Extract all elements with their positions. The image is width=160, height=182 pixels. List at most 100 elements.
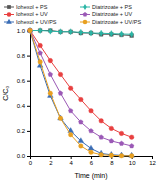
- point: [49, 28, 53, 34]
- point: [109, 139, 114, 143]
- legend-marker: [83, 4, 87, 10]
- tick-mark: [27, 56, 30, 57]
- point: [27, 28, 33, 33]
- point: [28, 28, 33, 33]
- legend-marker: [83, 20, 88, 25]
- series: [27, 28, 134, 158]
- axis-line: [27, 31, 31, 157]
- series-line: [30, 31, 132, 138]
- tick-mark: [27, 81, 30, 82]
- legend-marker: [83, 12, 88, 16]
- series: [28, 28, 134, 158]
- series-line: [30, 31, 132, 156]
- legend-label: Diatrizoate + UV/PS: [92, 19, 141, 25]
- point: [120, 31, 124, 37]
- tick-label: 6: [90, 160, 94, 166]
- legend-item: Diatrizoate + UV/PS: [80, 19, 141, 25]
- tick: 0: [29, 156, 33, 166]
- point: [59, 29, 63, 35]
- series: [28, 28, 134, 148]
- legend-label: Iohexol + PS: [16, 4, 48, 10]
- legend-label: Diatrizoate + PS: [92, 4, 132, 10]
- point: [28, 28, 33, 33]
- point: [79, 29, 83, 35]
- legend-label: Diatrizoate + UV: [92, 11, 133, 17]
- point: [99, 135, 104, 139]
- legend-marker: [6, 19, 12, 24]
- tick-mark: [91, 156, 92, 159]
- tick-label: 0.8: [17, 53, 26, 59]
- legend-marker: [7, 12, 12, 17]
- point: [28, 28, 32, 34]
- tick-label: 10: [129, 160, 136, 166]
- point: [58, 72, 63, 77]
- point: [109, 126, 114, 131]
- legend-item: Diatrizoate + UV: [80, 11, 133, 17]
- legend-marker: [7, 5, 11, 9]
- x-axis: 0 2 4 6 8 10 12: [29, 156, 157, 166]
- point: [79, 120, 84, 124]
- point: [68, 132, 73, 137]
- y-axis: 0.00.20.40.60.81.0: [17, 28, 31, 160]
- tick-label: 4: [69, 160, 73, 166]
- series: [28, 28, 134, 139]
- tick-label: 0: [29, 160, 33, 166]
- legend-item: Diatrizoate + PS: [80, 4, 132, 10]
- point: [130, 31, 134, 37]
- point: [28, 28, 33, 32]
- point: [28, 29, 32, 33]
- series-line: [30, 31, 132, 156]
- point: [119, 131, 124, 136]
- point: [119, 152, 125, 157]
- chart-container: 0246810120.00.20.40.60.81.0Time (min)C/C…: [0, 0, 160, 182]
- point: [48, 91, 53, 96]
- tick: 4: [69, 156, 73, 166]
- point: [69, 29, 73, 35]
- point: [99, 152, 104, 157]
- legend: Iohexol + PSIohexol + UV Iohexol + UV/PS D…: [4, 4, 141, 25]
- plot-area: [27, 28, 134, 159]
- tick-label: 2: [49, 160, 53, 166]
- tick-mark: [71, 156, 72, 159]
- point: [58, 116, 63, 121]
- y-axis-title: C/C₀: [2, 86, 9, 101]
- tick-mark: [27, 106, 30, 107]
- point: [58, 91, 63, 95]
- point: [129, 135, 134, 140]
- tick: 0.0: [17, 153, 30, 159]
- series: [28, 28, 133, 38]
- series: [28, 29, 133, 38]
- tick: 0.2: [17, 128, 30, 134]
- legend-label: Iohexol + UV: [16, 11, 48, 17]
- point: [119, 141, 124, 145]
- point: [38, 60, 43, 65]
- point: [109, 153, 114, 158]
- point: [48, 72, 53, 76]
- tick-label: 0.0: [17, 153, 26, 159]
- tick-label: 12: [149, 160, 156, 166]
- point: [79, 144, 84, 149]
- tick: 0.6: [17, 78, 30, 84]
- point: [129, 152, 135, 157]
- tick: 6: [90, 156, 94, 166]
- tick-label: 0.6: [17, 78, 26, 84]
- point: [99, 30, 103, 36]
- tick: 2: [49, 156, 53, 166]
- point: [129, 144, 134, 148]
- point: [89, 150, 94, 155]
- point: [129, 154, 134, 159]
- point: [88, 145, 94, 150]
- legend-item: Iohexol + UV: [4, 11, 48, 17]
- tick-mark: [27, 156, 30, 157]
- tick-label: 0.4: [17, 103, 26, 109]
- point: [78, 138, 84, 143]
- tick: 0.8: [17, 53, 30, 59]
- tick-label: 8: [110, 160, 114, 166]
- point: [38, 43, 43, 48]
- point: [89, 109, 94, 114]
- point: [38, 51, 43, 55]
- legend-label: Iohexol + UV/PS: [16, 19, 57, 25]
- tick: 0.4: [17, 103, 30, 109]
- tick-label: 0.2: [17, 128, 26, 134]
- point: [68, 108, 73, 112]
